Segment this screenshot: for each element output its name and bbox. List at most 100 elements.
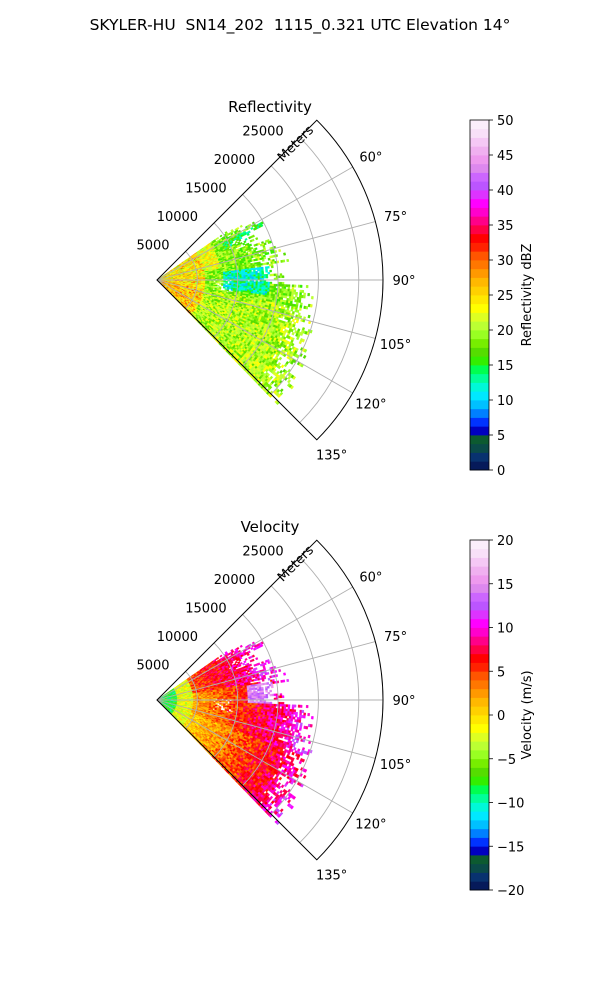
data-cell	[307, 314, 311, 319]
data-cell	[263, 274, 267, 277]
data-cell	[259, 285, 263, 288]
data-cell	[281, 275, 285, 279]
data-cell	[280, 315, 284, 319]
data-cell	[298, 340, 303, 345]
data-cell	[263, 256, 267, 260]
data-cell	[301, 289, 305, 294]
data-cell	[263, 275, 267, 279]
data-cell	[290, 293, 294, 297]
data-cell	[291, 284, 295, 288]
data-cell	[249, 243, 253, 247]
data-cell	[265, 270, 268, 273]
data-cell	[250, 246, 254, 250]
data-cell	[286, 258, 290, 262]
data-cell	[295, 291, 298, 296]
data-cell	[241, 276, 245, 279]
data-cell	[260, 223, 264, 228]
data-cell	[290, 308, 294, 312]
data-cell	[273, 283, 277, 287]
data-cell	[257, 242, 261, 246]
data-cell	[303, 292, 307, 296]
data-cell	[302, 295, 306, 299]
data-cell	[233, 281, 236, 283]
data-cell	[216, 236, 220, 240]
data-cell	[287, 284, 291, 288]
data-cell	[250, 226, 254, 231]
data-cell	[307, 292, 311, 297]
data-cell	[259, 276, 263, 279]
data-cell	[247, 274, 251, 278]
figure-title: SKYLER-HU SN14_202 1115_0.321 UTC Elevat…	[89, 16, 511, 34]
data-cell	[265, 285, 269, 288]
data-cell	[279, 388, 284, 393]
data-cell	[305, 306, 309, 310]
data-cell	[293, 284, 297, 288]
data-cell	[283, 284, 287, 288]
data-cell	[266, 262, 270, 265]
data-cell	[293, 327, 297, 331]
data-cell	[222, 286, 226, 289]
data-cell	[212, 287, 216, 290]
data-cell	[296, 336, 300, 341]
data-cell	[239, 241, 243, 245]
data-cell	[255, 281, 259, 284]
data-cell	[221, 277, 224, 280]
data-cell	[214, 284, 218, 287]
data-cell	[236, 226, 240, 230]
data-cell	[231, 277, 234, 279]
data-cell	[219, 234, 223, 238]
data-cell	[279, 284, 283, 287]
data-cell	[219, 280, 222, 283]
data-cell	[279, 275, 283, 279]
data-cell	[267, 271, 271, 275]
data-cell	[282, 259, 286, 263]
data-cell	[219, 283, 222, 285]
data-cell	[255, 237, 259, 241]
data-cell	[233, 275, 236, 278]
data-cell	[241, 275, 244, 278]
data-cell	[239, 236, 243, 240]
data-cell	[261, 274, 265, 277]
data-cell	[244, 237, 248, 241]
data-cell	[217, 281, 220, 284]
data-cell	[238, 244, 242, 247]
data-cell	[261, 272, 265, 275]
data-cell	[257, 276, 261, 279]
data-cell	[269, 283, 273, 287]
data-cell	[234, 240, 238, 244]
data-cell	[261, 281, 265, 284]
data-cell	[225, 282, 228, 284]
data-cell	[265, 273, 269, 277]
data-cell	[296, 309, 300, 313]
data-cell	[253, 276, 257, 279]
data-cell	[302, 354, 307, 359]
data-cell	[263, 285, 267, 288]
data-cell	[254, 247, 258, 251]
data-cell	[279, 281, 283, 285]
data-cell	[241, 281, 245, 284]
data-cell	[291, 331, 295, 336]
data-cell	[270, 265, 274, 269]
data-cell	[294, 294, 298, 298]
data-cell	[246, 233, 250, 237]
data-cell	[267, 281, 271, 285]
data-cell	[298, 307, 302, 311]
data-cell	[216, 285, 220, 287]
data-cell	[267, 283, 271, 287]
data-cell	[263, 242, 267, 246]
data-cell	[269, 269, 272, 273]
data-cell	[293, 289, 297, 293]
data-cell	[215, 281, 218, 284]
data-cell	[221, 280, 224, 283]
data-cell	[259, 283, 263, 286]
data-cell	[255, 270, 258, 274]
data-cell	[283, 286, 287, 290]
data-cell	[251, 234, 255, 238]
data-cell	[269, 281, 273, 285]
data-cell	[221, 284, 224, 287]
data-cell	[287, 379, 292, 384]
data-cell	[280, 364, 285, 369]
data-field	[156, 221, 314, 406]
data-cell	[259, 268, 262, 272]
data-cell	[279, 273, 283, 276]
